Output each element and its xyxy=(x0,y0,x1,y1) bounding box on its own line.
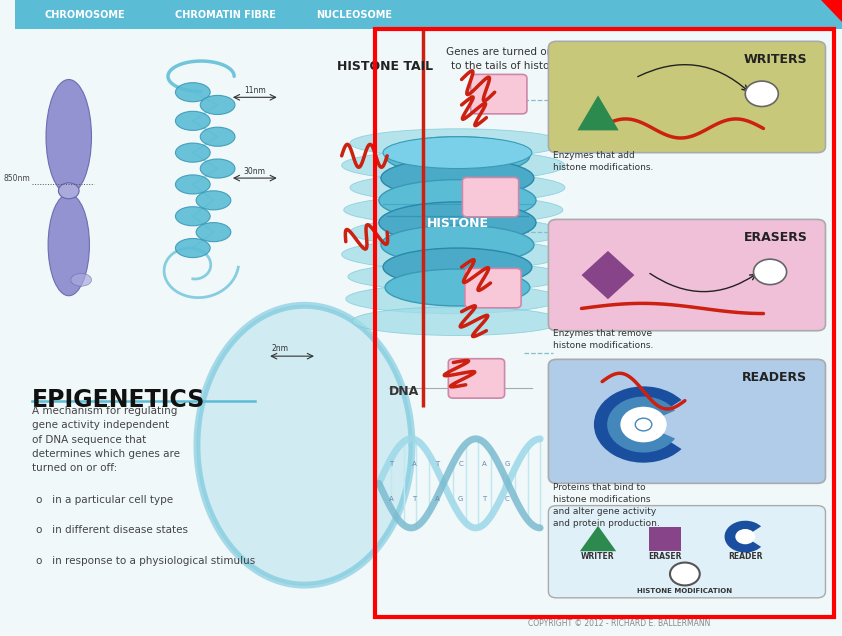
Ellipse shape xyxy=(381,158,534,198)
Ellipse shape xyxy=(175,175,210,194)
Wedge shape xyxy=(725,521,761,553)
Circle shape xyxy=(754,259,786,285)
Wedge shape xyxy=(621,407,667,443)
FancyBboxPatch shape xyxy=(548,41,825,153)
Text: HISTONE TAIL: HISTONE TAIL xyxy=(338,60,434,73)
Text: A: A xyxy=(412,460,417,467)
Text: 11nm: 11nm xyxy=(244,86,266,95)
Text: T: T xyxy=(482,496,486,502)
Ellipse shape xyxy=(385,269,530,306)
Wedge shape xyxy=(607,397,675,452)
Ellipse shape xyxy=(175,207,210,226)
Text: o   in response to a physiological stimulus: o in response to a physiological stimulu… xyxy=(35,556,255,566)
Ellipse shape xyxy=(200,127,235,146)
FancyBboxPatch shape xyxy=(548,219,825,331)
Polygon shape xyxy=(582,251,634,299)
Ellipse shape xyxy=(196,191,231,210)
Text: 850nm: 850nm xyxy=(3,174,29,183)
Ellipse shape xyxy=(48,194,89,296)
Ellipse shape xyxy=(71,273,92,286)
Circle shape xyxy=(635,418,652,431)
FancyBboxPatch shape xyxy=(471,74,527,114)
Ellipse shape xyxy=(175,238,210,258)
FancyBboxPatch shape xyxy=(548,506,825,598)
Ellipse shape xyxy=(175,143,210,162)
Ellipse shape xyxy=(383,248,532,286)
FancyBboxPatch shape xyxy=(649,527,680,551)
Polygon shape xyxy=(197,305,412,585)
Text: HISTONE: HISTONE xyxy=(426,218,488,230)
Text: CHROMATIN FIBRE: CHROMATIN FIBRE xyxy=(175,10,276,20)
Polygon shape xyxy=(578,95,619,130)
Text: C: C xyxy=(458,460,463,467)
Text: WRITER: WRITER xyxy=(581,552,615,561)
Text: DNA: DNA xyxy=(389,385,419,398)
Ellipse shape xyxy=(344,196,563,225)
Ellipse shape xyxy=(381,225,534,265)
Text: Genes are turned on and off by modifications
to the tails of histones, such as a: Genes are turned on and off by modificat… xyxy=(446,46,684,71)
Text: o   in different disease states: o in different disease states xyxy=(35,525,188,536)
Text: T: T xyxy=(435,460,440,467)
Text: ERASER: ERASER xyxy=(648,552,682,561)
Text: ERASERS: ERASERS xyxy=(743,231,807,244)
Text: EPIGENETICS: EPIGENETICS xyxy=(31,388,205,412)
Ellipse shape xyxy=(350,173,565,202)
Ellipse shape xyxy=(379,202,536,243)
Text: WRITERS: WRITERS xyxy=(743,53,807,66)
Ellipse shape xyxy=(350,218,565,247)
Polygon shape xyxy=(821,0,842,22)
Ellipse shape xyxy=(46,80,92,194)
Ellipse shape xyxy=(175,111,210,130)
Text: A mechanism for regulating
gene activity independent
of DNA sequence that
determ: A mechanism for regulating gene activity… xyxy=(31,406,179,473)
Text: CHROMOSOME: CHROMOSOME xyxy=(45,10,125,20)
Text: COPYRIGHT © 2012 - RICHARD E. BALLERMANN: COPYRIGHT © 2012 - RICHARD E. BALLERMANN xyxy=(528,619,710,628)
Polygon shape xyxy=(580,526,616,551)
Circle shape xyxy=(670,563,700,586)
FancyBboxPatch shape xyxy=(448,359,504,398)
Ellipse shape xyxy=(200,159,235,178)
Ellipse shape xyxy=(352,307,563,336)
Ellipse shape xyxy=(383,137,532,169)
Text: T: T xyxy=(389,460,393,467)
Ellipse shape xyxy=(200,95,235,114)
Text: A: A xyxy=(389,496,394,502)
Text: A: A xyxy=(435,496,440,502)
Ellipse shape xyxy=(196,223,231,242)
Ellipse shape xyxy=(385,137,530,175)
Ellipse shape xyxy=(342,150,565,181)
Text: HISTONE MODIFICATION: HISTONE MODIFICATION xyxy=(637,588,733,594)
Text: NUCLEOSOME: NUCLEOSOME xyxy=(316,10,392,20)
FancyBboxPatch shape xyxy=(465,268,521,308)
FancyBboxPatch shape xyxy=(548,359,825,483)
Text: READER: READER xyxy=(728,552,763,561)
FancyBboxPatch shape xyxy=(462,177,519,217)
Text: T: T xyxy=(413,496,417,502)
Text: Enzymes that remove
histone modifications.: Enzymes that remove histone modification… xyxy=(552,329,653,350)
Circle shape xyxy=(745,81,778,106)
Text: Proteins that bind to
histone modifications
and alter gene activity
and protein : Proteins that bind to histone modificati… xyxy=(552,483,659,528)
Text: C: C xyxy=(504,496,509,502)
Ellipse shape xyxy=(58,183,79,198)
Circle shape xyxy=(735,529,755,544)
Ellipse shape xyxy=(348,262,567,291)
Text: A: A xyxy=(482,460,487,467)
Text: READERS: READERS xyxy=(742,371,807,384)
FancyBboxPatch shape xyxy=(15,0,842,29)
Text: 30nm: 30nm xyxy=(244,167,266,176)
Wedge shape xyxy=(594,387,681,462)
Text: 2nm: 2nm xyxy=(271,344,288,353)
Ellipse shape xyxy=(346,284,561,314)
Ellipse shape xyxy=(175,83,210,102)
Text: o   in a particular cell type: o in a particular cell type xyxy=(35,495,173,505)
Ellipse shape xyxy=(342,239,565,270)
Ellipse shape xyxy=(379,179,536,221)
Text: G: G xyxy=(504,460,509,467)
Text: G: G xyxy=(458,496,463,502)
Text: Enzymes that add
histone modifications.: Enzymes that add histone modifications. xyxy=(552,151,653,172)
Ellipse shape xyxy=(350,128,565,157)
